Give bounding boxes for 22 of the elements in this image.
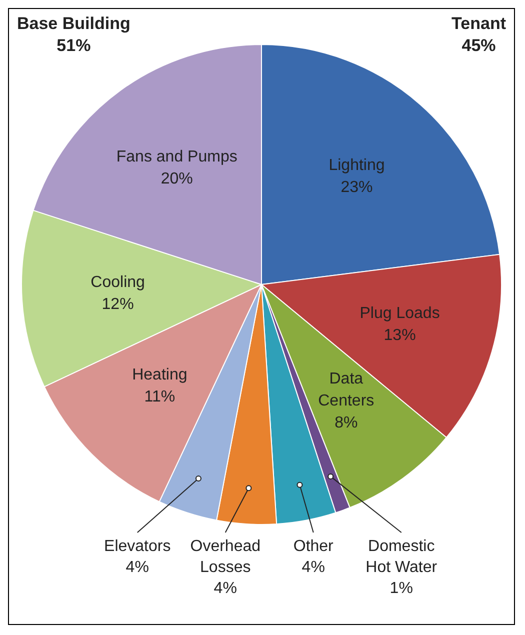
slice-label: Elevators [104,538,171,555]
slice-label: Plug Loads [360,305,440,322]
slice-label: Domestic Hot Water [366,538,438,576]
data-label: 12% [102,296,134,313]
data-label: 8% [334,414,358,432]
slice-label: Other [293,538,334,555]
data-label: 4% [214,580,237,597]
text: Tenant 45% [452,13,506,57]
data-label: 13% [384,327,416,344]
slice-label: Heating [132,366,188,384]
slice-label: Fans and Pumps [116,148,238,166]
data-label: 1% [390,580,413,597]
data-label: 11% [144,388,176,406]
data-label: 4% [302,558,325,576]
data-label: 4% [126,558,149,576]
slice-label: Cooling [90,274,145,291]
slice-label: Lighting [328,156,385,174]
data-label: 20% [160,170,193,188]
data-label: 23% [340,178,373,196]
text: Base Building 51% [17,13,130,57]
slice-label: Data Centers [318,370,374,410]
slice-label: Overhead Losses [190,538,261,576]
